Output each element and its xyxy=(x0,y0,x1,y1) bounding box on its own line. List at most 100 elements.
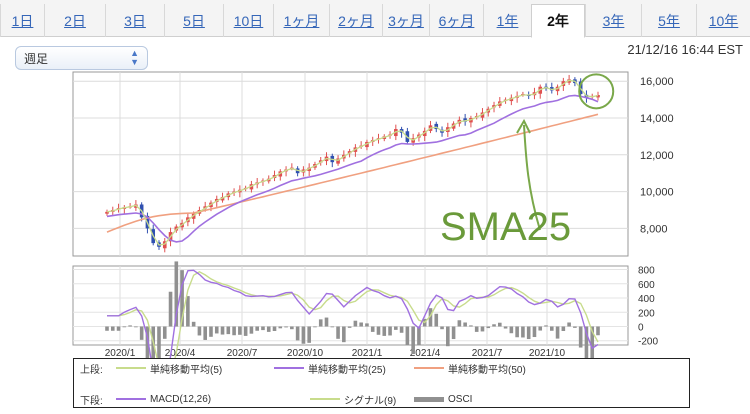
legend-lower-0: MACD(12,26) xyxy=(116,392,211,406)
osci-bar xyxy=(446,326,450,347)
candle-body xyxy=(220,197,225,201)
chart-legend: 上段: 下段: 単純移動平均(5) 単純移動平均(25) 単純移動平均(50) MAC… xyxy=(73,358,690,408)
signal-line xyxy=(107,270,599,385)
osci-bar xyxy=(157,326,161,374)
x-tick-label: 2020/4 xyxy=(165,348,196,359)
osci-bar xyxy=(578,326,583,348)
legend-upper-1: 単純移動平均(25) xyxy=(274,361,386,376)
osci-bar xyxy=(434,313,439,327)
osci-bar xyxy=(180,270,184,327)
osci-bar xyxy=(411,326,415,355)
osci-bar xyxy=(561,326,566,331)
legend-text: OSCI xyxy=(448,393,473,405)
osci-bar xyxy=(197,326,202,336)
tab-5日[interactable]: 5日 xyxy=(164,4,223,37)
osci-bar xyxy=(168,291,173,327)
osci-bar xyxy=(290,326,294,330)
osci-bar xyxy=(417,326,421,346)
x-tick-label: 2021/1 xyxy=(352,348,383,359)
sma5-line xyxy=(106,79,599,246)
highlight-circle xyxy=(578,73,615,110)
tab-1年[interactable]: 1年 xyxy=(483,4,531,37)
osci-bar xyxy=(590,326,595,361)
osci-bars xyxy=(105,261,600,386)
y-tick-label: 200 xyxy=(638,308,655,319)
candle-body xyxy=(509,97,514,102)
tab-1日[interactable]: 1日 xyxy=(0,4,44,37)
osci-bar xyxy=(128,325,132,327)
legend-swatch xyxy=(310,398,340,400)
y-tick-label: 12,000 xyxy=(640,150,674,162)
osci-bar xyxy=(284,326,288,328)
candle-body xyxy=(203,206,207,209)
osci-bar xyxy=(220,326,225,335)
annotation-label: SMA25 xyxy=(440,205,571,249)
osci-bar xyxy=(394,326,398,330)
osci-bar xyxy=(203,326,207,340)
tab-5年[interactable]: 5年 xyxy=(641,4,696,37)
osci-bar xyxy=(134,326,138,328)
osci-bar xyxy=(376,326,381,335)
osci-bar xyxy=(440,326,444,330)
osci-bar xyxy=(324,317,329,327)
tab-3年[interactable]: 3年 xyxy=(585,4,641,37)
legend-swatch xyxy=(116,367,146,369)
timestamp: 21/12/16 16:44 EST xyxy=(627,42,743,57)
tab-2日[interactable]: 2日 xyxy=(44,4,105,37)
lower-panel xyxy=(72,265,629,346)
osci-bar xyxy=(249,326,254,334)
tab-10年[interactable]: 10年 xyxy=(696,4,750,37)
osci-bar xyxy=(307,326,311,343)
tab-1ヶ月[interactable]: 1ヶ月 xyxy=(273,4,329,37)
tab-2ヶ月[interactable]: 2ヶ月 xyxy=(329,4,382,37)
osci-bar xyxy=(278,326,283,329)
osci-bar xyxy=(532,326,537,338)
y-tick-label: 10,000 xyxy=(640,187,674,199)
osci-bar xyxy=(272,326,277,331)
osci-bar xyxy=(567,322,571,327)
osci-bar xyxy=(480,326,485,332)
osci-bar xyxy=(399,326,404,333)
osci-bar xyxy=(503,326,508,329)
candle-body xyxy=(434,123,439,130)
y-tick-label: 0 xyxy=(638,322,644,333)
candle-body xyxy=(596,95,600,98)
osci-bar xyxy=(474,326,479,332)
osci-bar xyxy=(342,326,346,343)
tab-6ヶ月[interactable]: 6ヶ月 xyxy=(429,4,483,37)
osci-bar xyxy=(463,322,467,327)
osci-bar xyxy=(191,321,196,327)
osci-bar xyxy=(295,326,300,341)
tab-10日[interactable]: 10日 xyxy=(223,4,273,37)
select-arrows-icon: ▲ ▼ xyxy=(130,48,139,67)
x-tick-label: 2021/4 xyxy=(410,348,441,359)
candle-body xyxy=(480,112,485,118)
annotation-arrow xyxy=(523,124,541,231)
y-tick-label: 14,000 xyxy=(640,113,674,125)
tab-3日[interactable]: 3日 xyxy=(105,4,164,37)
osci-bar xyxy=(255,326,259,331)
osci-bar xyxy=(122,326,127,328)
period-tab-bar: 1日 2日 3日 5日 10日 1ヶ月 2ヶ月 3ヶ月 6ヶ月 1年 2年 3年 5年 10年 xyxy=(0,0,750,38)
osci-bar xyxy=(405,326,410,345)
osci-bar xyxy=(162,326,167,339)
tab-2年[interactable]: 2年 xyxy=(531,4,585,38)
y-tick-label: -200 xyxy=(638,337,658,348)
legend-lower-label: 下段: xyxy=(80,395,103,407)
macd-line xyxy=(107,269,599,392)
y-tick-label: 16,000 xyxy=(640,76,674,88)
candle-body xyxy=(162,241,167,249)
legend-lower-1: シグナル(9) xyxy=(310,392,396,407)
osci-bar xyxy=(261,326,265,331)
chart-interval-select[interactable]: 週足 ▲ ▼ xyxy=(15,46,148,70)
osci-bar xyxy=(226,326,231,335)
x-tick-label: 2020/1 xyxy=(105,348,136,359)
osci-bar xyxy=(451,326,456,340)
tab-3ヶ月[interactable]: 3ヶ月 xyxy=(382,4,429,37)
osci-bar xyxy=(584,326,589,364)
osci-bar xyxy=(301,326,306,344)
osci-bar xyxy=(110,326,115,331)
sma50-line xyxy=(106,113,599,233)
legend-text: MACD(12,26) xyxy=(150,393,212,405)
osci-bar xyxy=(116,326,121,331)
